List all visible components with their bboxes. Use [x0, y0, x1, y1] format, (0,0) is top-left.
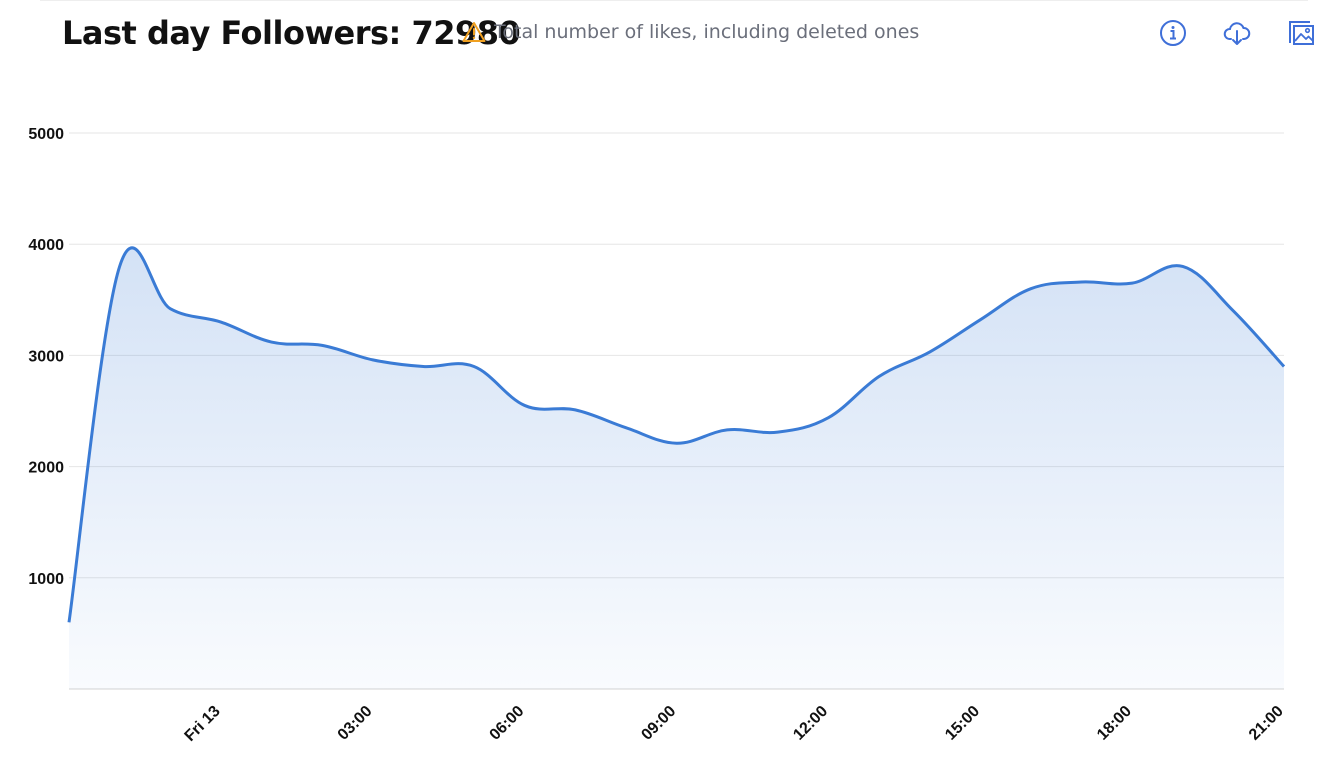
x-tick-label: 03:00	[335, 703, 376, 744]
x-tick-label: 21:00	[1246, 703, 1287, 744]
x-tick-label: 15:00	[942, 703, 983, 744]
chart-title: Last day Followers: 72980	[62, 14, 521, 52]
note-text: Total number of likes, including deleted…	[494, 21, 920, 43]
y-tick-label: 3000	[28, 348, 64, 365]
y-tick-label: 5000	[28, 126, 64, 143]
info-icon[interactable]	[1158, 18, 1188, 48]
series-line	[67, 246, 1286, 623]
x-tick-label: Fri 13	[181, 703, 223, 745]
y-tick-label: 4000	[28, 237, 64, 254]
y-tick-label: 2000	[28, 460, 64, 477]
x-tick-label: 09:00	[638, 703, 679, 744]
chart-toolbar	[1138, 18, 1338, 50]
top-divider	[40, 0, 1308, 1]
image-export-icon[interactable]	[1287, 18, 1317, 48]
x-tick-label: 06:00	[486, 703, 527, 744]
x-tick-label: 12:00	[790, 703, 831, 744]
series-area	[69, 247, 1284, 690]
warning-icon	[462, 22, 486, 42]
cloud-download-icon[interactable]	[1222, 18, 1252, 48]
chart-note: Total number of likes, including deleted…	[462, 21, 919, 43]
x-tick-label: 18:00	[1094, 703, 1135, 744]
y-tick-label: 1000	[28, 571, 64, 588]
